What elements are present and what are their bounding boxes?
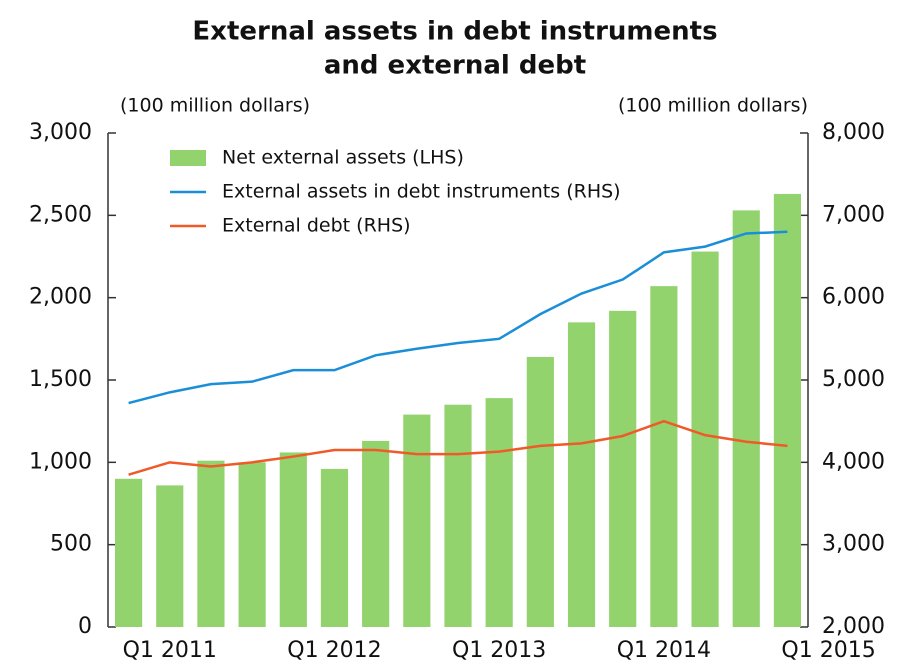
x-tick-label: Q1 2015 [781,638,875,663]
y2-tick-label: 5,000 [822,367,885,392]
bar [197,460,225,627]
legend-label: External assets in debt instruments (RHS… [222,181,621,203]
chart-title: and external debt [324,51,586,81]
bar [773,193,801,627]
legend-label: External debt (RHS) [222,215,411,237]
y2-tick-label: 8,000 [822,120,885,145]
bar [485,398,513,627]
bar [609,310,637,627]
x-tick-label: Q1 2011 [123,638,217,663]
bar [567,322,596,627]
y2-tick-label: 2,000 [822,614,885,639]
y-tick-label: 3,000 [29,120,92,145]
y-tick-label: 0 [78,614,92,639]
line [128,230,788,405]
bar [526,356,554,627]
bar [279,452,307,627]
x-tick-label: Q1 2013 [452,638,546,663]
legend-swatch [170,150,206,166]
bar [691,251,719,627]
y2-tick-label: 4,000 [822,449,885,474]
bar [320,468,349,627]
y2-tick-label: 6,000 [822,285,885,310]
bar [362,440,390,627]
y2-tick-label: 7,000 [822,202,885,227]
bar [650,286,678,627]
line [128,419,788,476]
y-tick-label: 1,500 [29,367,92,392]
x-tick-label: Q1 2014 [617,638,711,663]
bar [403,414,431,627]
legend-label: Net external assets (LHS) [222,147,464,169]
bar [156,485,184,627]
bar [732,210,760,628]
bar [115,478,143,627]
chart-title: External assets in debt instruments [192,17,717,47]
y-tick-label: 500 [50,532,92,557]
y2-axis-label: (100 million dollars) [618,95,808,117]
bar [444,404,472,627]
y2-tick-label: 3,000 [822,532,885,557]
bar [238,462,266,627]
y-axis-label: (100 million dollars) [120,95,310,117]
x-tick-label: Q1 2012 [287,638,381,663]
y-tick-label: 1,000 [29,449,92,474]
y-tick-label: 2,500 [29,202,92,227]
y-tick-label: 2,000 [29,285,92,310]
